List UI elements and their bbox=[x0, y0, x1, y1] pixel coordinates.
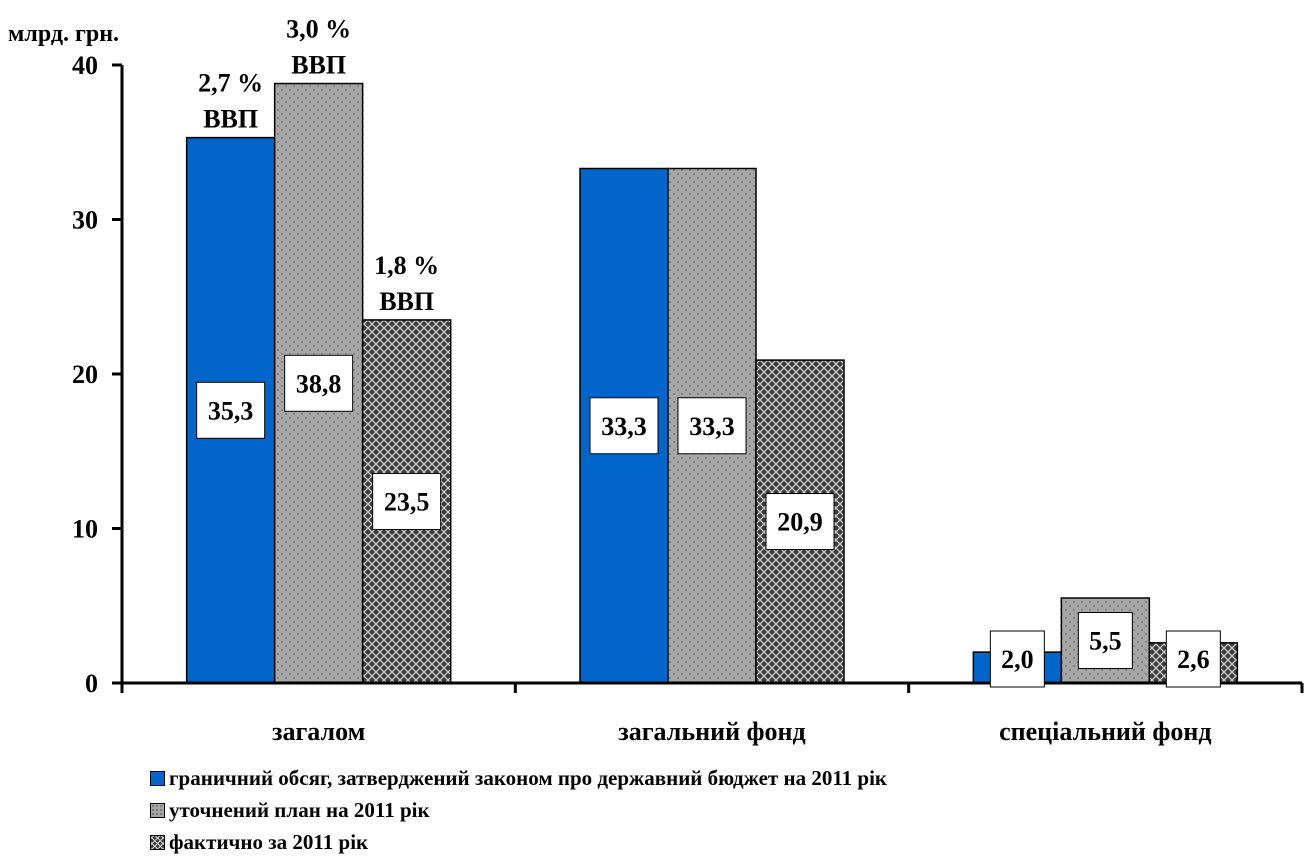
data-label-box bbox=[372, 472, 442, 530]
data-label: 20,9 bbox=[777, 508, 823, 537]
x-tick-label: загалом bbox=[272, 717, 365, 746]
annotation-label: 2,7 % ВВП bbox=[198, 69, 263, 134]
legend-label: фактично за 2011 рік bbox=[169, 829, 369, 854]
data-label-box bbox=[284, 354, 354, 412]
annotation-label: 1,8 % ВВП bbox=[374, 251, 439, 316]
data-label-box bbox=[196, 381, 266, 439]
y-tick-label: 0 bbox=[85, 669, 98, 698]
legend-swatch bbox=[150, 770, 165, 786]
data-label: 5,5 bbox=[1089, 627, 1122, 656]
x-tick-label: загальний фонд bbox=[618, 717, 805, 746]
legend: граничний обсяг, затверджений законом пр… bbox=[150, 762, 887, 858]
data-label: 33,3 bbox=[689, 412, 735, 441]
data-label: 38,8 bbox=[296, 369, 342, 398]
annotation-label: 3,0 % ВВП bbox=[286, 15, 351, 80]
y-tick-label: 30 bbox=[72, 206, 98, 235]
legend-label: граничний обсяг, затверджений законом пр… bbox=[169, 765, 888, 790]
legend-swatch bbox=[150, 834, 165, 850]
data-label-box bbox=[1077, 612, 1133, 670]
y-tick-label: 10 bbox=[72, 515, 98, 544]
y-tick-label: 40 bbox=[72, 51, 98, 80]
data-label: 2,0 bbox=[1001, 645, 1034, 674]
data-label: 2,6 bbox=[1177, 645, 1210, 674]
data-label-box bbox=[765, 493, 835, 551]
x-tick-label: спеціальний фонд bbox=[999, 717, 1211, 746]
data-label-box bbox=[989, 630, 1045, 688]
data-label: 23,5 bbox=[384, 487, 430, 516]
data-label-box bbox=[677, 397, 747, 455]
legend-label: уточнений план на 2011 рік bbox=[169, 797, 430, 822]
data-label: 35,3 bbox=[208, 396, 254, 425]
data-label-box bbox=[589, 397, 659, 455]
legend-swatch bbox=[150, 802, 165, 818]
legend-item: граничний обсяг, затверджений законом пр… bbox=[150, 762, 887, 794]
data-label: 33,3 bbox=[601, 412, 647, 441]
y-axis-label: млрд. грн. bbox=[8, 21, 119, 47]
legend-item: уточнений план на 2011 рік bbox=[150, 794, 887, 826]
data-label-box bbox=[1165, 630, 1221, 688]
legend-item: фактично за 2011 рік bbox=[150, 826, 887, 858]
y-tick-label: 20 bbox=[72, 360, 98, 389]
